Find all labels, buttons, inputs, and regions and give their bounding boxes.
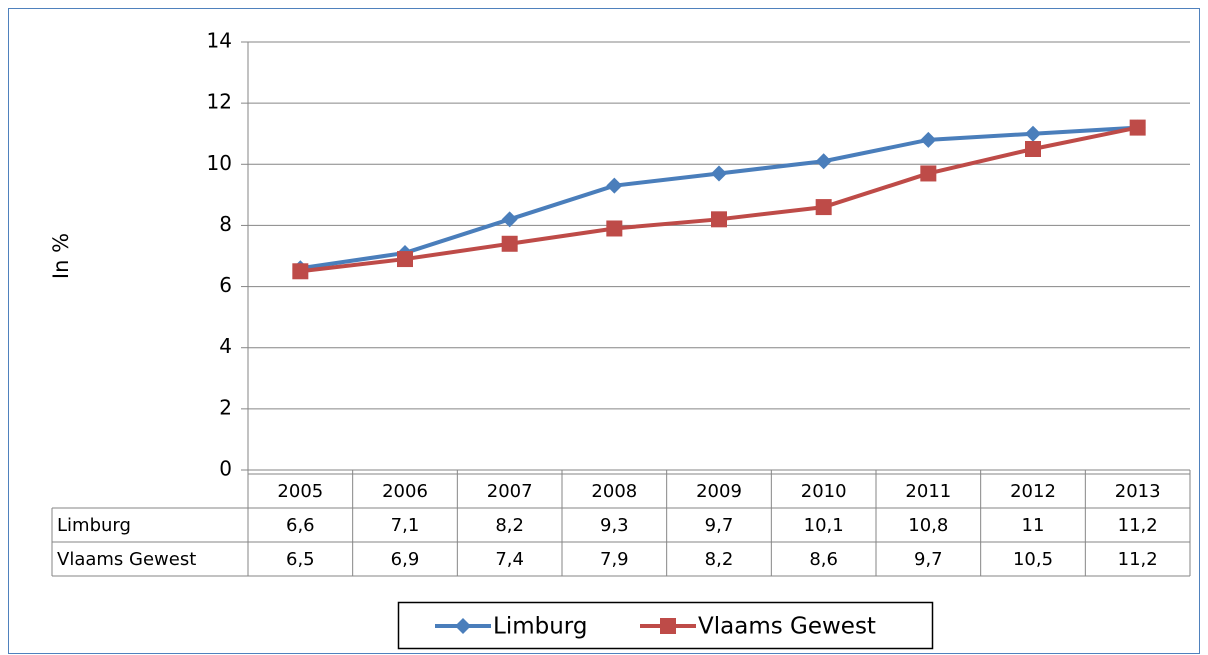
x-tick-label: 2009: [696, 481, 742, 502]
point-marker: [292, 263, 309, 280]
point-marker: [815, 199, 832, 216]
table-value: 9,3: [600, 515, 629, 536]
table-value: 11: [1022, 515, 1045, 536]
table-value: 9,7: [914, 549, 943, 570]
point-marker: [1025, 125, 1041, 142]
table-value: 11,2: [1118, 549, 1158, 570]
y-tick-label: 14: [207, 29, 232, 53]
table-value: 6,5: [286, 549, 315, 570]
point-marker: [1025, 141, 1041, 157]
x-tick-label: 2008: [591, 481, 637, 502]
y-axis-label: In %: [49, 233, 73, 279]
table-value: 10,5: [1013, 549, 1053, 570]
point-marker: [711, 165, 727, 182]
table-value: 8,2: [495, 515, 524, 536]
row-label: Limburg: [57, 515, 131, 536]
x-tick-label: 2011: [905, 481, 951, 502]
legend-label: Vlaams Gewest: [698, 614, 876, 640]
table-value: 7,1: [391, 515, 420, 536]
point-marker: [711, 211, 727, 228]
point-marker: [397, 251, 413, 268]
table-value: 6,6: [286, 515, 315, 536]
row-label: Vlaams Gewest: [57, 549, 196, 570]
table-value: 6,9: [391, 549, 420, 570]
y-tick-label: 4: [219, 334, 232, 358]
point-marker: [606, 177, 623, 194]
point-marker: [815, 153, 832, 170]
chart-border: [8, 8, 1200, 654]
legend-marker: [455, 618, 471, 634]
y-tick-label: 8: [219, 212, 232, 236]
table-value: 8,2: [705, 549, 734, 570]
y-tick-label: 2: [219, 395, 232, 419]
x-tick-label: 2012: [1010, 481, 1056, 502]
x-tick-label: 2007: [487, 481, 533, 502]
legend-label: Limburg: [493, 614, 587, 640]
y-tick-label: 12: [207, 90, 232, 114]
table-value: 10,1: [804, 515, 844, 536]
point-marker: [920, 131, 937, 148]
table-value: 11,2: [1118, 515, 1158, 536]
point-marker: [501, 235, 518, 252]
table-value: 7,9: [600, 549, 629, 570]
x-tick-label: 2010: [801, 481, 847, 502]
table-value: 8,6: [809, 549, 838, 570]
x-tick-label: 2005: [277, 481, 323, 502]
point-marker: [501, 211, 518, 228]
y-tick-label: 6: [219, 273, 232, 297]
x-tick-label: 2006: [382, 481, 428, 502]
y-tick-label: 0: [219, 457, 232, 481]
x-tick-label: 2013: [1115, 481, 1161, 502]
table-value: 7,4: [495, 549, 524, 570]
y-tick-label: 10: [207, 151, 232, 175]
point-marker: [920, 165, 937, 182]
table-value: 9,7: [705, 515, 734, 536]
table-value: 10,8: [908, 515, 948, 536]
point-marker: [606, 220, 623, 237]
point-marker: [1129, 119, 1146, 136]
legend-marker: [660, 618, 676, 634]
